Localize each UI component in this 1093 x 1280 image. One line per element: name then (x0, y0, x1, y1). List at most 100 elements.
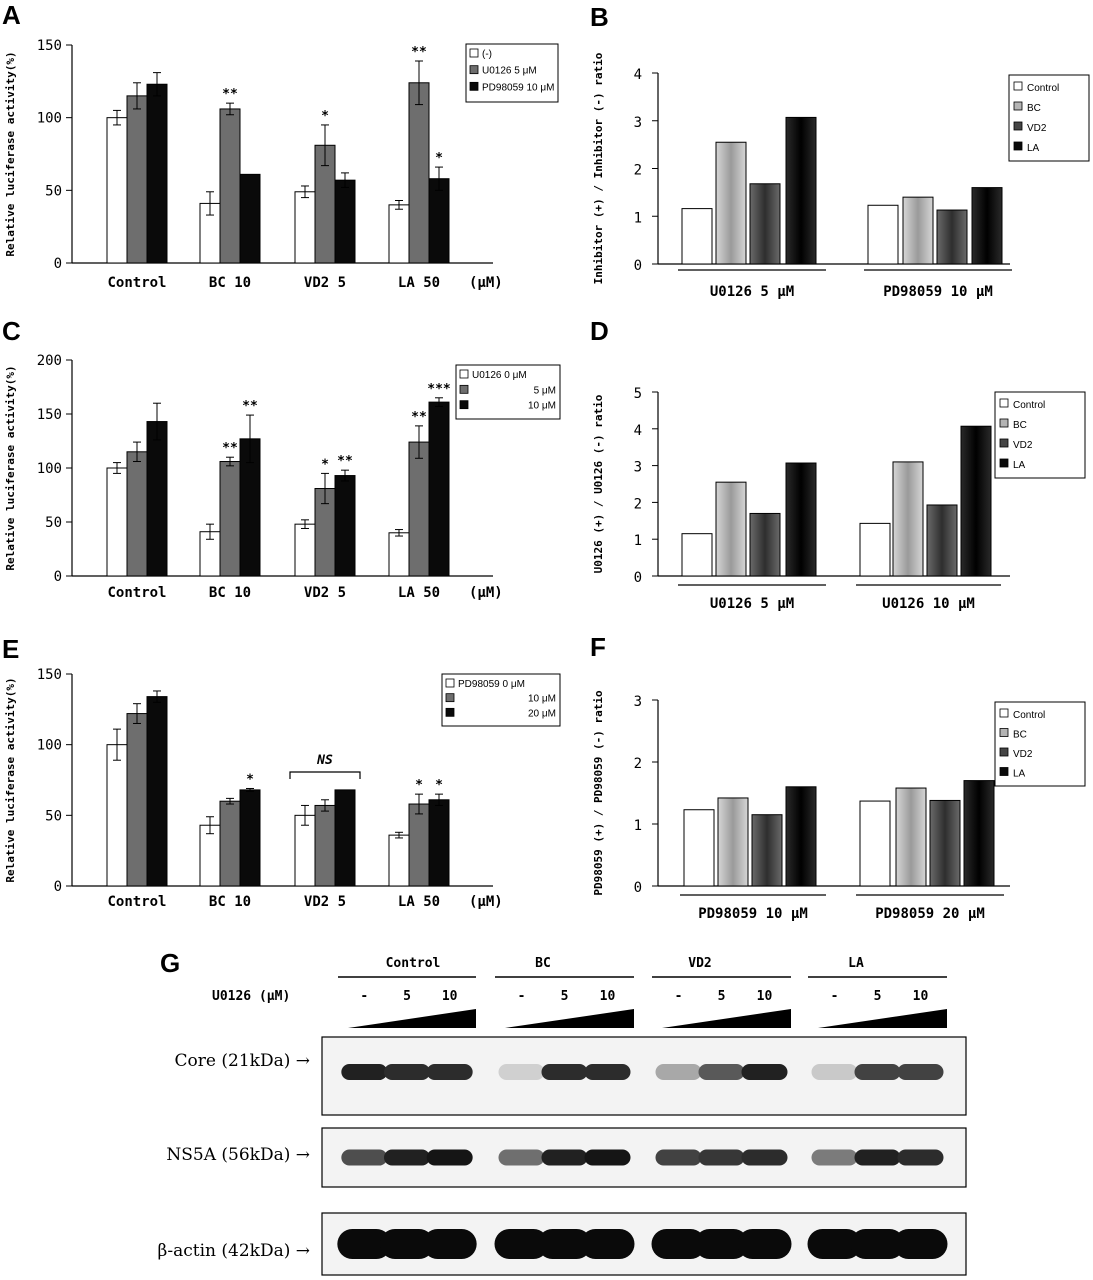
group-label: PD98059 10 μM (883, 284, 993, 300)
bar (294, 814, 316, 887)
blot-group-label: LA (848, 956, 864, 971)
legend-label: Control (1027, 83, 1059, 94)
legend-swatch (469, 65, 479, 75)
legend-swatch (1013, 141, 1023, 151)
legend-label: 5 μM (534, 385, 556, 396)
blot-row-label: NS5A (56kDa) → (166, 1145, 310, 1165)
legend-box (465, 43, 559, 103)
bar (146, 696, 168, 887)
panel-label-D: D (590, 316, 609, 346)
bar (334, 179, 356, 264)
y-axis-label: U0126 (+) / U0126 (-) ratio (592, 394, 605, 573)
category-label: Control (107, 585, 166, 601)
ratio-bar (867, 204, 899, 265)
ratio-bar (895, 787, 927, 887)
ratio-bar (749, 183, 781, 265)
blot-dose-label: U0126 (μM) (212, 989, 290, 1004)
legend-box (455, 364, 561, 420)
dose-label: 10 (913, 989, 929, 1004)
y-axis-label: Relative luciferase activity(%) (4, 51, 17, 256)
group-label: U0126 5 μM (710, 284, 794, 300)
blot-band (422, 1229, 477, 1259)
blot-band (651, 1229, 706, 1259)
legend-label: LA (1013, 460, 1026, 471)
legend-label: Control (1013, 400, 1045, 411)
y-tick-label: 0 (634, 880, 642, 896)
blot-band (698, 1149, 745, 1166)
legend-box (994, 391, 1086, 479)
ratio-bar (785, 786, 817, 887)
bar (294, 523, 316, 577)
ratio-bar (926, 504, 958, 577)
significance-star: * (321, 457, 329, 472)
panel-label-B: B (590, 2, 609, 32)
y-axis-label: Inhibitor (+) / Inhibitor (-) ratio (592, 52, 605, 284)
legend-label: BC (1027, 103, 1041, 114)
y-tick-label: 200 (37, 353, 62, 369)
blot-band (694, 1229, 749, 1259)
blot-band (854, 1064, 901, 1080)
legend-label: U0126 5 μM (482, 66, 537, 77)
y-tick-label: 1 (634, 533, 642, 549)
legend-label: LA (1027, 143, 1040, 154)
bar (239, 789, 261, 887)
y-tick-label: 150 (37, 407, 62, 423)
bar (388, 834, 410, 887)
y-tick-label: 0 (54, 569, 62, 585)
dose-label: 5 (718, 989, 726, 1004)
blot-band (426, 1064, 473, 1080)
bar (126, 713, 148, 887)
ns-annotation: NS (316, 753, 333, 768)
category-label: Control (107, 894, 166, 910)
legend-label: (-) (482, 49, 492, 60)
panel-label-A: A (2, 0, 21, 30)
unit-label: (μM) (469, 585, 503, 601)
legend-label: 10 μM (528, 401, 556, 412)
significance-star: *** (427, 382, 451, 397)
dose-label: - (518, 989, 526, 1004)
panel-label-G: G (160, 948, 180, 978)
blot-row-label: β-actin (42kDa) → (158, 1241, 310, 1261)
legend-box (441, 673, 561, 727)
blot-band (541, 1149, 588, 1166)
y-tick-label: 50 (45, 808, 62, 824)
y-tick-label: 1 (634, 818, 642, 834)
bar (334, 789, 356, 887)
blot-band (494, 1229, 549, 1259)
y-tick-label: 2 (634, 163, 642, 179)
bar (334, 475, 356, 577)
group-label: U0126 5 μM (710, 596, 794, 612)
legend-swatch (469, 81, 479, 91)
ratio-bar (681, 533, 713, 577)
blot-band (384, 1064, 430, 1080)
legend-swatch (459, 400, 469, 410)
bar (388, 204, 410, 264)
dose-wedge (505, 1009, 634, 1028)
bar (408, 803, 430, 887)
legend-label: 10 μM (528, 694, 556, 705)
blot-band (655, 1149, 702, 1166)
legend-label: BC (1013, 420, 1027, 431)
blot-band (811, 1149, 858, 1166)
category-label: BC 10 (209, 585, 251, 601)
y-tick-label: 0 (634, 570, 642, 586)
blot-band (741, 1149, 788, 1166)
y-tick-label: 2 (634, 756, 642, 772)
bar (219, 461, 241, 577)
significance-star: * (415, 778, 423, 793)
category-label: VD2 5 (304, 275, 346, 291)
legend-swatch (1013, 81, 1023, 91)
blot-band (341, 1149, 388, 1166)
significance-star: ** (337, 454, 353, 469)
bar (408, 441, 430, 577)
ratio-bar (715, 481, 747, 577)
legend-swatch (445, 678, 455, 688)
panel-label-C: C (2, 316, 21, 346)
legend-swatch (445, 707, 455, 717)
bar (314, 804, 336, 887)
blot-band (807, 1229, 862, 1259)
legend-label: BC (1013, 730, 1027, 741)
bar (106, 744, 128, 887)
legend-swatch (999, 767, 1009, 776)
bar (146, 83, 168, 264)
